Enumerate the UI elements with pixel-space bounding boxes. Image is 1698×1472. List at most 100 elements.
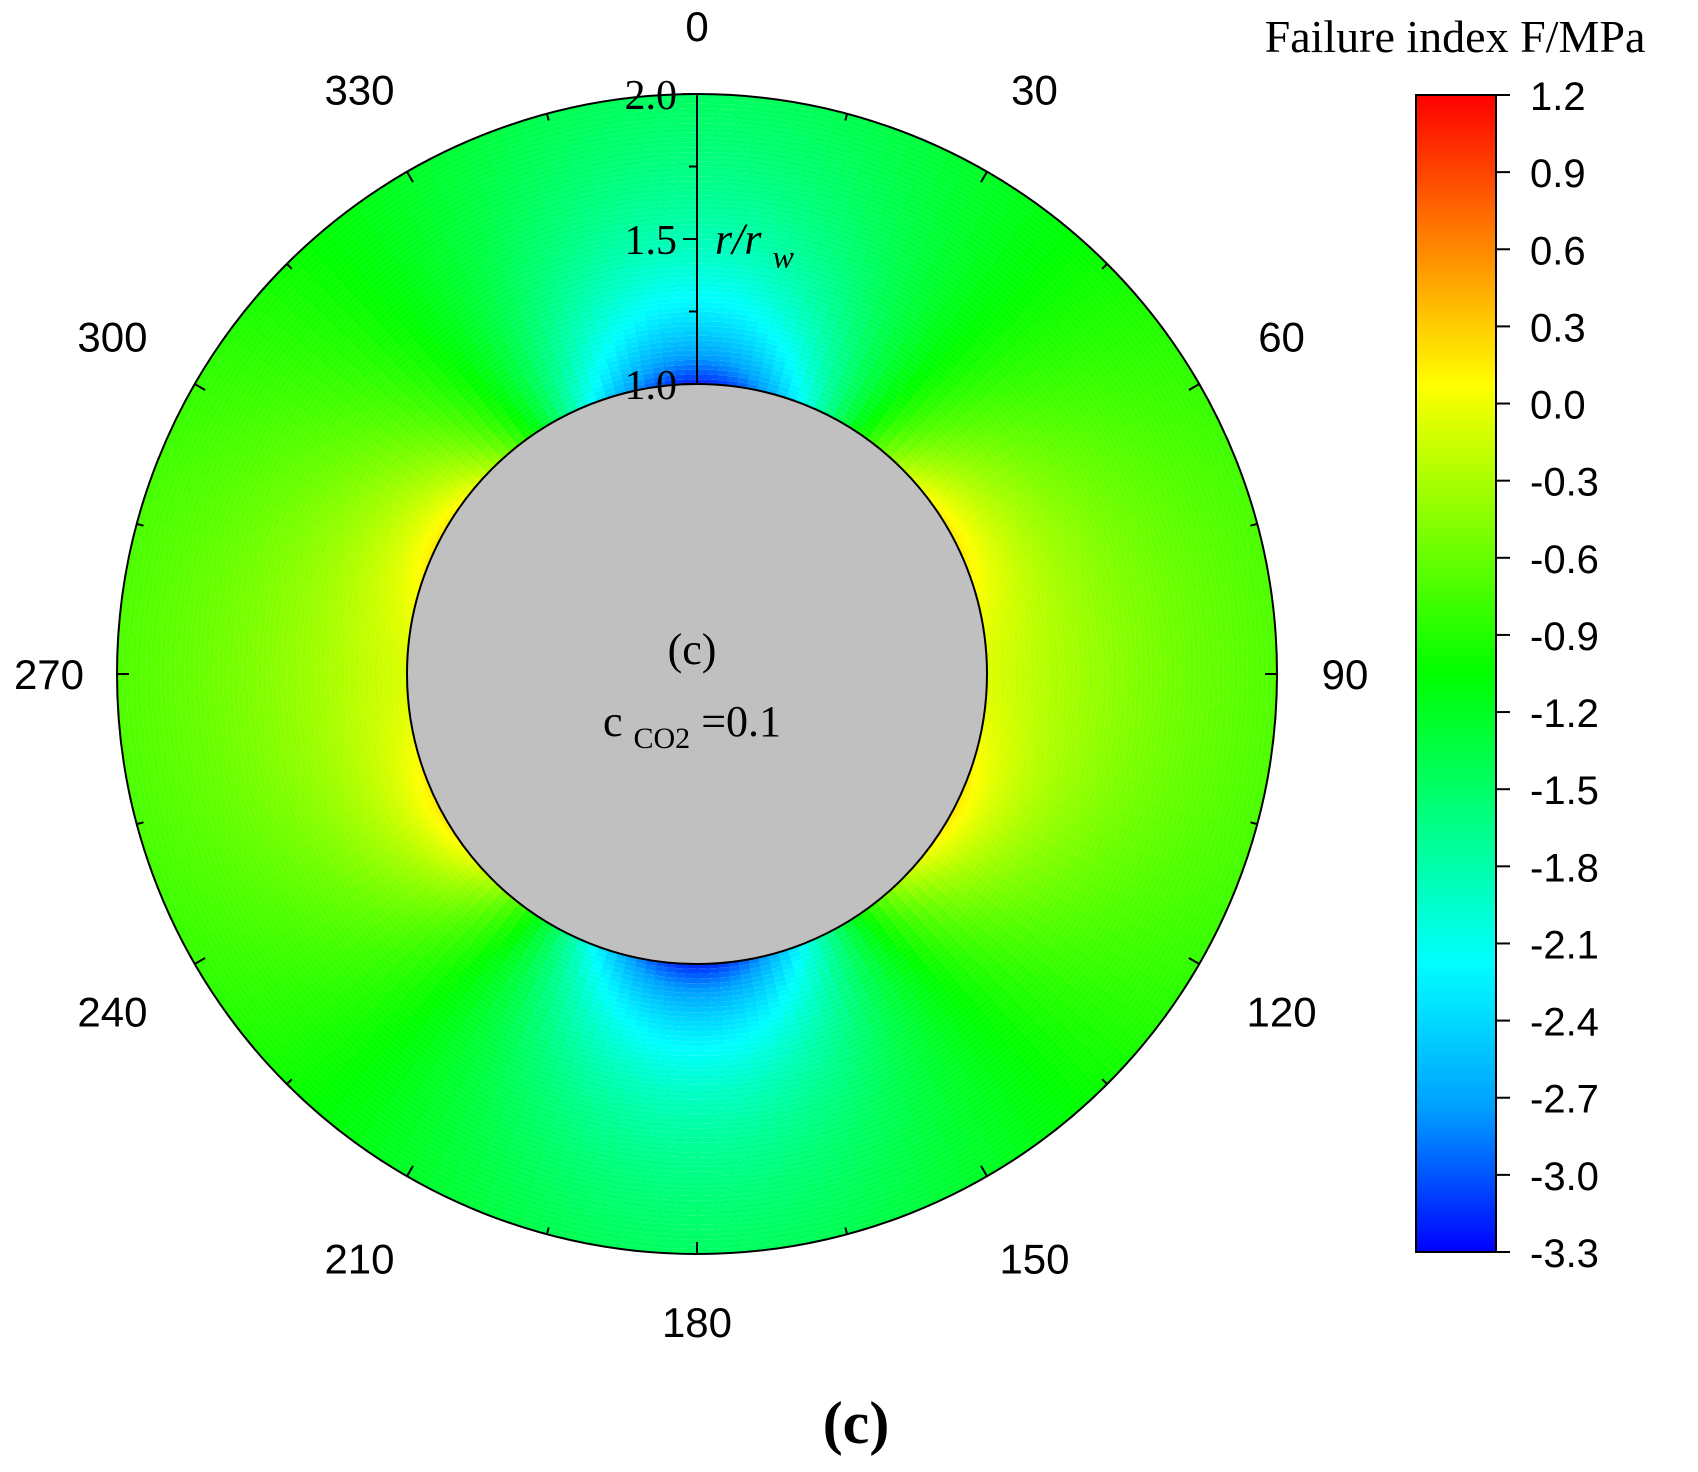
contour-cell [889,403,904,416]
contour-cell [971,835,983,849]
contour-cell [399,842,411,857]
contour-cell [640,357,655,365]
contour-cell [573,973,588,984]
contour-cell [978,569,987,583]
contour-cell [354,575,363,591]
contour-cell [420,830,432,844]
contour-cell [696,1016,711,1022]
contour-cell [382,535,393,550]
contour-cell [785,357,800,367]
contour-cell [551,942,565,953]
contour-cell [874,441,888,453]
contour-cell [395,488,407,504]
contour-cell [996,597,1005,611]
contour-cell [749,369,763,377]
contour-cell [1057,634,1064,650]
contour-cell [497,429,511,442]
contour-cell [717,365,731,372]
contour-cell [919,469,931,482]
contour-cell [356,588,365,604]
contour-cell [403,867,416,883]
contour-cell [938,419,952,433]
contour-cell [394,576,404,590]
contour-cell [365,591,374,606]
contour-cell [992,782,1002,797]
contour-cell [889,422,903,434]
contour-cell [1022,820,1033,836]
contour-cell [706,369,720,376]
contour-cell [339,735,348,751]
contour-cell [1020,591,1029,606]
contour-cell [1008,582,1017,597]
contour-cell [684,350,698,356]
contour-cell [912,873,924,887]
contour-cell [355,708,363,723]
contour-cell [992,862,1005,878]
contour-cell [623,1009,639,1017]
contour-cell [480,878,493,891]
contour-cell [640,983,655,991]
contour-cell [390,715,398,729]
contour-cell [520,425,533,436]
contour-cell [763,352,778,360]
contour-cell [995,574,1004,589]
contour-cell [1004,606,1012,621]
contour-cell [957,418,971,433]
contour-cell [779,336,794,345]
contour-cell [858,908,871,919]
contour-cell [1036,708,1044,724]
contour-cell [885,892,899,905]
contour-cell [419,772,429,786]
contour-cell [662,350,676,357]
contour-cell [396,541,406,556]
contour-cell [496,370,511,383]
contour-cell [1036,771,1046,787]
contour-cell [907,936,922,949]
contour-cell [893,885,906,898]
contour-cell [710,1093,728,1100]
contour-cell [582,387,596,397]
contour-cell [520,407,534,419]
contour-cell [398,631,406,644]
contour-cell [770,1020,786,1029]
contour-cell [659,1015,674,1022]
contour-cell [337,722,345,738]
contour-cell [1023,807,1034,823]
contour-cell [996,796,1007,811]
contour-cell [772,975,786,984]
contour-cell [1046,709,1053,725]
contour-cell [1092,686,1098,704]
contour-cell [983,491,995,506]
contour-cell [1025,590,1033,605]
contour-cell [1012,752,1021,767]
contour-cell [310,672,316,689]
contour-cell [710,1083,728,1090]
contour-cell [858,948,872,960]
contour-cell [855,415,868,427]
contour-cell [685,968,698,974]
contour-cell [409,484,422,499]
contour-cell [709,1045,725,1051]
contour-cell [1057,698,1064,714]
contour-cell [359,696,366,711]
contour-cell [563,996,579,1006]
contour-cell [600,963,614,972]
contour-cell [377,582,386,597]
contour-cell [393,770,403,784]
contour-cell [683,311,698,317]
contour-cell [951,523,962,537]
contour-cell [846,409,860,421]
contour-cell [912,859,924,872]
contour-cell [766,952,780,961]
contour-cell [775,350,790,359]
contour-cell [1023,565,1032,581]
contour-cell [872,949,887,962]
contour-cell [511,413,525,425]
contour-cell [417,489,430,504]
contour-cell [875,913,889,925]
contour-cell [743,1011,759,1019]
contour-cell [1014,777,1024,793]
contour-cell [974,437,988,452]
contour-cell [970,537,980,551]
contour-cell [859,362,875,374]
